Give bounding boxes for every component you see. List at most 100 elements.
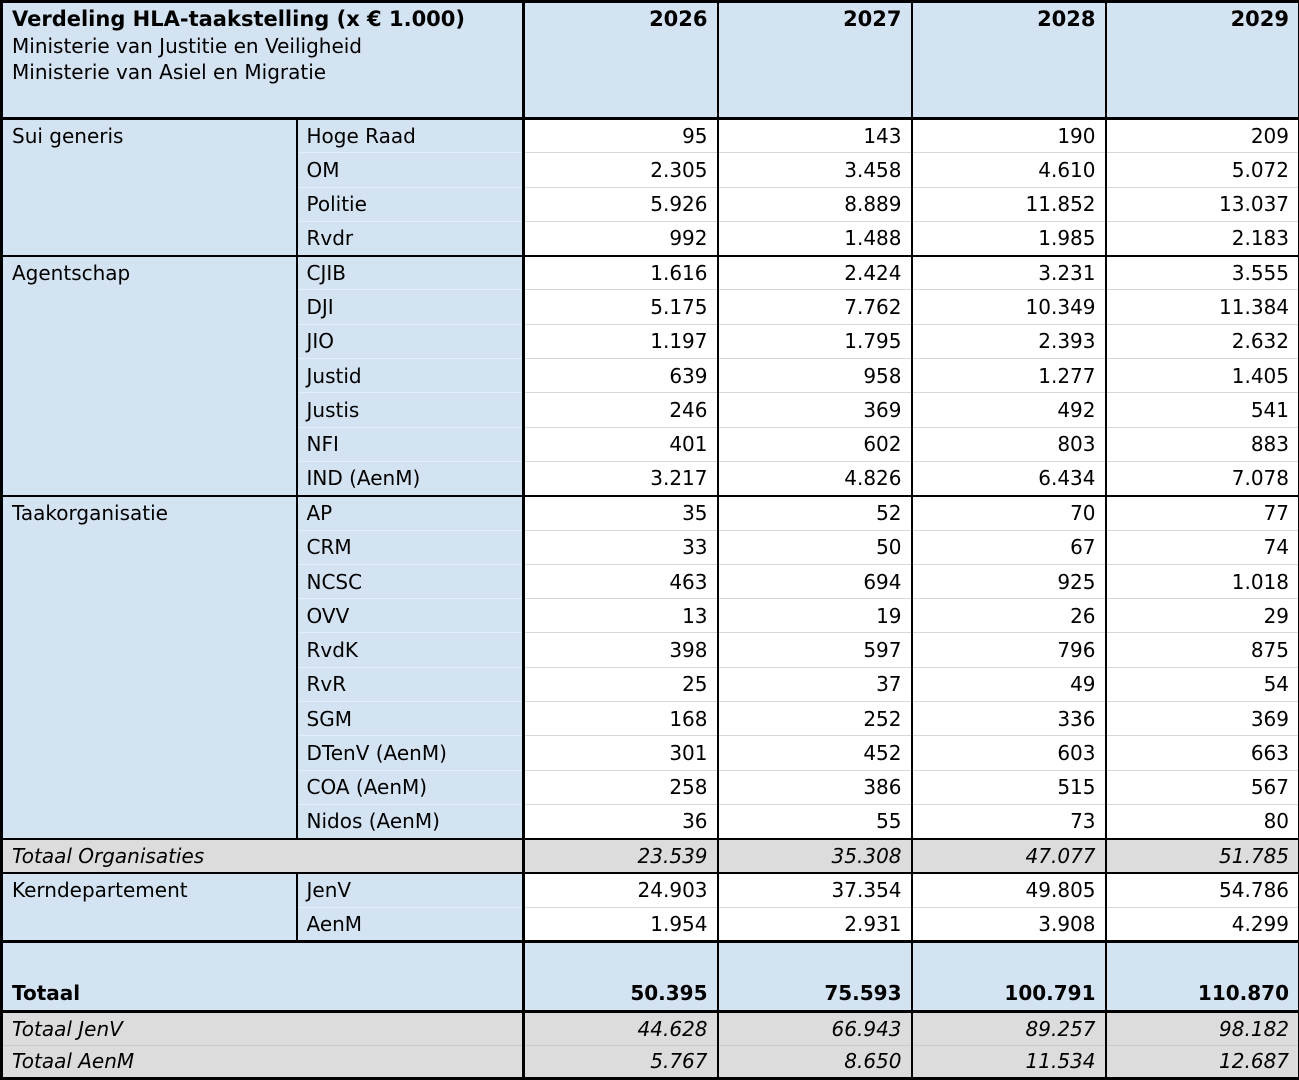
value-cell: 336 — [912, 702, 1106, 736]
value-cell: 515 — [912, 770, 1106, 804]
value-cell: 11.852 — [912, 187, 1106, 221]
org-label: JIO — [297, 324, 524, 358]
total-organisaties-row: Totaal Organisaties 23.539 35.308 47.077… — [2, 839, 1299, 873]
value-cell: 10.349 — [912, 290, 1106, 324]
value-cell: 663 — [1106, 736, 1299, 770]
value-cell: 7.078 — [1106, 461, 1299, 495]
value-cell: 26 — [912, 599, 1106, 633]
value-cell: 13 — [524, 599, 718, 633]
value-cell: 73 — [912, 804, 1106, 838]
value-cell: 1.197 — [524, 324, 718, 358]
value-cell: 369 — [1106, 702, 1299, 736]
org-label: COA (AenM) — [297, 770, 524, 804]
value-cell: 47.077 — [912, 839, 1106, 873]
year-header-2027: 2027 — [718, 2, 912, 119]
org-label: AP — [297, 496, 524, 530]
value-cell: 70 — [912, 496, 1106, 530]
value-cell: 95 — [524, 119, 718, 153]
table-subtitle-aenm: Ministerie van Asiel en Migratie — [12, 59, 513, 85]
value-cell: 52 — [718, 496, 912, 530]
value-cell: 603 — [912, 736, 1106, 770]
value-cell: 1.488 — [718, 221, 912, 255]
year-header-2029: 2029 — [1106, 2, 1299, 119]
value-cell: 694 — [718, 564, 912, 598]
value-cell: 29 — [1106, 599, 1299, 633]
org-label: DTenV (AenM) — [297, 736, 524, 770]
value-cell: 190 — [912, 119, 1106, 153]
value-cell: 602 — [718, 427, 912, 461]
value-cell: 1.985 — [912, 221, 1106, 255]
value-cell: 597 — [718, 633, 912, 667]
grand-total-row: Totaal 50.395 75.593 100.791 110.870 — [2, 942, 1299, 1012]
year-header-2028: 2028 — [912, 2, 1106, 119]
value-cell: 50 — [718, 530, 912, 564]
value-cell: 209 — [1106, 119, 1299, 153]
value-cell: 463 — [524, 564, 718, 598]
total-aenm-row: Totaal AenM 5.767 8.650 11.534 12.687 — [2, 1045, 1299, 1079]
value-cell: 875 — [1106, 633, 1299, 667]
org-label: JenV — [297, 873, 524, 907]
org-label: Justis — [297, 393, 524, 427]
value-cell: 1.277 — [912, 359, 1106, 393]
value-cell: 2.424 — [718, 256, 912, 290]
value-cell: 2.393 — [912, 324, 1106, 358]
value-cell: 55 — [718, 804, 912, 838]
value-cell: 803 — [912, 427, 1106, 461]
value-cell: 35 — [524, 496, 718, 530]
org-label: IND (AenM) — [297, 461, 524, 495]
total-jenv-label: Totaal JenV — [2, 1012, 524, 1046]
table-title-cell: Verdeling HLA-taakstelling (x € 1.000) M… — [2, 2, 524, 119]
value-cell: 74 — [1106, 530, 1299, 564]
table-row: Kerndepartement JenV 24.903 37.354 49.80… — [2, 873, 1299, 907]
org-label: Hoge Raad — [297, 119, 524, 153]
value-cell: 11.384 — [1106, 290, 1299, 324]
value-cell: 4.299 — [1106, 907, 1299, 941]
value-cell: 44.628 — [524, 1012, 718, 1046]
table-subtitle-jenv: Ministerie van Justitie en Veiligheid — [12, 33, 513, 59]
value-cell: 37.354 — [718, 873, 912, 907]
group-label-agentschap: Agentschap — [2, 256, 297, 496]
value-cell: 3.555 — [1106, 256, 1299, 290]
org-label: SGM — [297, 702, 524, 736]
value-cell: 2.183 — [1106, 221, 1299, 255]
value-cell: 1.405 — [1106, 359, 1299, 393]
value-cell: 1.018 — [1106, 564, 1299, 598]
total-organisaties-label: Totaal Organisaties — [2, 839, 524, 873]
value-cell: 992 — [524, 221, 718, 255]
value-cell: 33 — [524, 530, 718, 564]
total-jenv-row: Totaal JenV 44.628 66.943 89.257 98.182 — [2, 1012, 1299, 1046]
value-cell: 492 — [912, 393, 1106, 427]
value-cell: 958 — [718, 359, 912, 393]
table-header-row: Verdeling HLA-taakstelling (x € 1.000) M… — [2, 2, 1299, 119]
table-row: Taakorganisatie AP 35 52 70 77 — [2, 496, 1299, 530]
value-cell: 2.931 — [718, 907, 912, 941]
value-cell: 5.175 — [524, 290, 718, 324]
org-label: RvdK — [297, 633, 524, 667]
value-cell: 11.534 — [912, 1045, 1106, 1079]
value-cell: 252 — [718, 702, 912, 736]
value-cell: 386 — [718, 770, 912, 804]
value-cell: 5.926 — [524, 187, 718, 221]
value-cell: 89.257 — [912, 1012, 1106, 1046]
value-cell: 246 — [524, 393, 718, 427]
value-cell: 567 — [1106, 770, 1299, 804]
value-cell: 258 — [524, 770, 718, 804]
value-cell: 110.870 — [1106, 942, 1299, 1012]
value-cell: 35.308 — [718, 839, 912, 873]
value-cell: 54.786 — [1106, 873, 1299, 907]
value-cell: 51.785 — [1106, 839, 1299, 873]
org-label: CJIB — [297, 256, 524, 290]
value-cell: 5.767 — [524, 1045, 718, 1079]
value-cell: 80 — [1106, 804, 1299, 838]
value-cell: 8.889 — [718, 187, 912, 221]
value-cell: 369 — [718, 393, 912, 427]
value-cell: 2.305 — [524, 153, 718, 187]
value-cell: 3.217 — [524, 461, 718, 495]
value-cell: 54 — [1106, 667, 1299, 701]
value-cell: 8.650 — [718, 1045, 912, 1079]
value-cell: 66.943 — [718, 1012, 912, 1046]
value-cell: 301 — [524, 736, 718, 770]
value-cell: 19 — [718, 599, 912, 633]
